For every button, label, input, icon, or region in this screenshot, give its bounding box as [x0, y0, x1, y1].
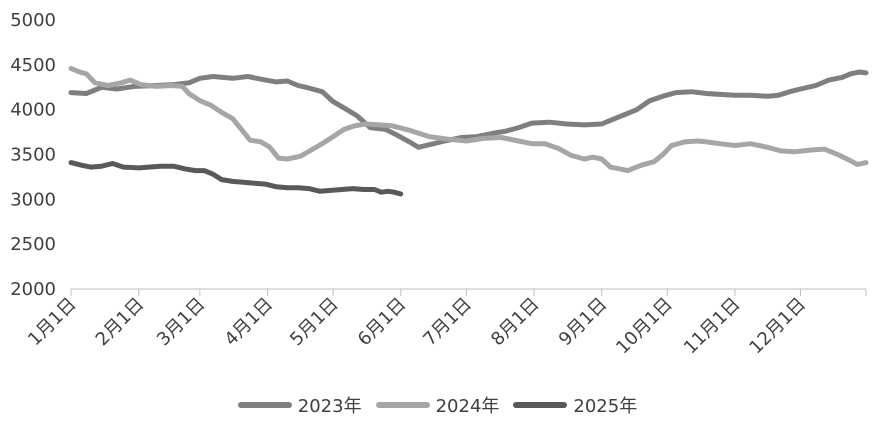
legend-swatch-2024 — [375, 402, 430, 408]
legend-label-2024: 2024年 — [435, 396, 500, 417]
x-tick-label: 9月1日 — [555, 294, 612, 351]
legend-swatch-2025 — [513, 402, 568, 408]
y-tick-label: 4000 — [10, 100, 56, 121]
x-tick-label: 1月1日 — [24, 294, 81, 351]
x-tick-label: 4月1日 — [221, 294, 278, 351]
legend-label-2023: 2023年 — [297, 396, 362, 417]
y-tick-label: 4500 — [10, 55, 56, 76]
x-axis-tick-labels: 1月1日 2月1日 3月1日 4月1日 5月1日 6月1日 7月1日 8月1日 9月1日 10月1… — [24, 294, 810, 359]
legend-item-2023: 2023年 — [237, 392, 362, 418]
y-tick-label: 2000 — [10, 279, 56, 300]
y-tick-label: 3000 — [10, 189, 56, 210]
x-tick-label: 10月1日 — [612, 294, 677, 359]
y-tick-label: 3500 — [10, 145, 56, 166]
series-line-0 — [68, 69, 869, 150]
series-line-1 — [68, 65, 869, 174]
x-tick-label: 12月1日 — [745, 294, 810, 359]
legend: 2023年 2024年 2025年 — [0, 392, 875, 418]
y-tick-label: 2500 — [10, 234, 56, 255]
y-axis-tick-labels: 2000 2500 3000 3500 4000 4500 5000 — [10, 10, 56, 300]
x-tick-label: 11月1日 — [680, 294, 745, 359]
x-tick-label: 5月1日 — [286, 294, 343, 351]
x-tick-label: 7月1日 — [419, 294, 476, 351]
series-line-2 — [68, 160, 404, 197]
legend-swatch-2023 — [237, 402, 292, 408]
legend-item-2025: 2025年 — [513, 392, 637, 418]
legend-label-2025: 2025年 — [573, 396, 638, 417]
x-tick-label: 2月1日 — [92, 294, 149, 351]
x-tick-label: 8月1日 — [487, 294, 544, 351]
x-tick-label: 6月1日 — [354, 294, 411, 351]
series-lines — [68, 65, 869, 197]
legend-item-2024: 2024年 — [375, 392, 500, 418]
x-axis — [70, 288, 867, 296]
x-tick-label: 3月1日 — [153, 294, 210, 351]
y-tick-label: 5000 — [10, 10, 56, 31]
